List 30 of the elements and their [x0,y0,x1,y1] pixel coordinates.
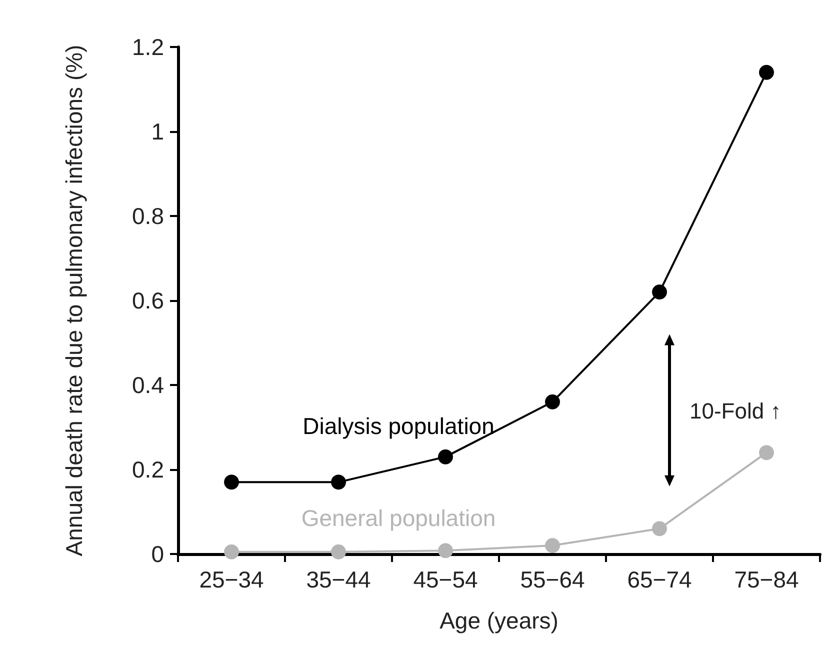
x-tick-label: 45−54 [413,566,478,592]
point [759,445,774,460]
x-tick-label: 55−64 [520,566,585,592]
annotation: 10-Fold ↑ [690,398,782,424]
point [331,544,346,560]
point [759,64,774,80]
point [652,521,667,536]
y-tick-label: 0.2 [132,456,164,482]
y-tick-label: 1 [151,118,164,144]
point [652,284,667,300]
y-tick-label: 0.8 [132,203,164,229]
point [545,394,560,410]
point [331,474,346,490]
point [224,474,239,490]
point [545,538,560,554]
x-axis-title: Age (years) [440,608,558,634]
y-tick-label: 0.6 [132,288,164,314]
x-tick-label: 35−44 [306,566,371,592]
y-tick-label: 0 [151,541,164,567]
y-tick-label: 0.4 [132,372,164,398]
x-tick-label: 25−34 [199,566,264,592]
x-tick-label: 65−74 [627,566,692,592]
x-tick-label: 75−84 [734,566,799,592]
y-tick-label: 1.2 [132,34,164,60]
point [224,544,239,560]
series-label: Dialysis population [302,413,494,440]
series-label: General population [301,504,496,531]
point [438,449,453,464]
y-axis-title: Annual death rate due to pulmonary infections (%) [61,44,87,556]
point [438,543,453,558]
